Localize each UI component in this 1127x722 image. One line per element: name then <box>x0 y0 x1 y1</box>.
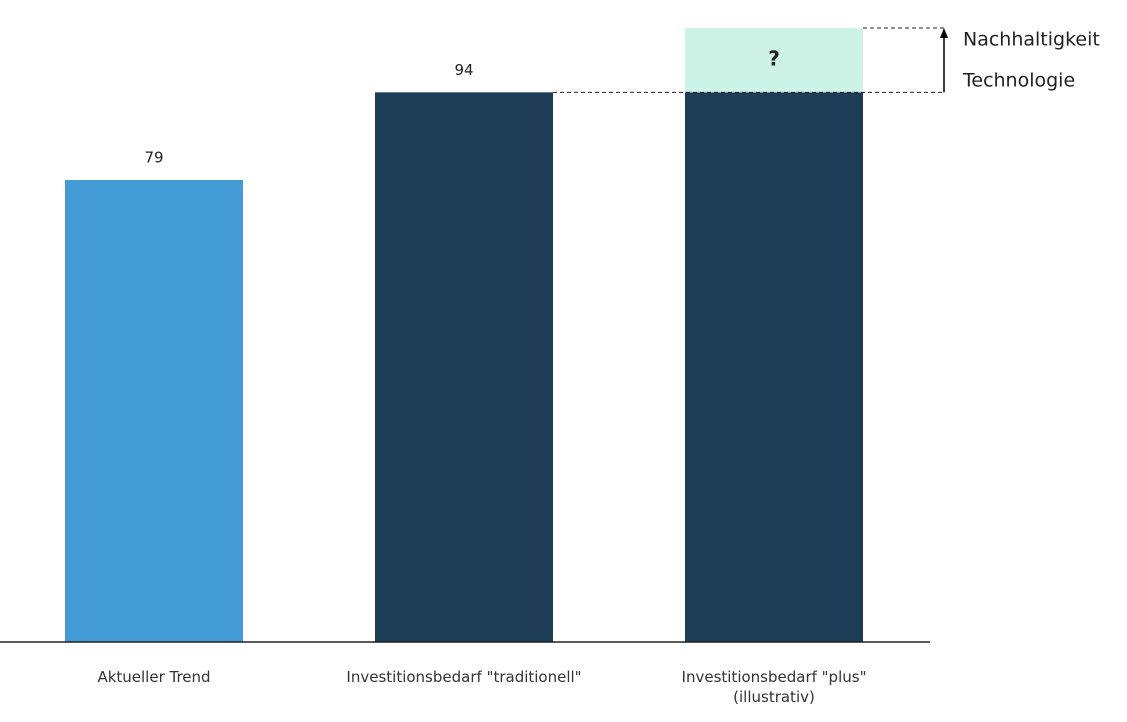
x-tick-label: Investitionsbedarf "plus" (illustrativ) <box>681 668 867 706</box>
value-label: 94 <box>454 61 473 79</box>
bar <box>685 28 863 93</box>
bar <box>65 180 243 643</box>
annotation: Nachhaltigkeit <box>963 29 1100 51</box>
bar <box>685 92 863 643</box>
value-label: 79 <box>144 149 163 167</box>
bar <box>375 92 553 643</box>
arrow-head <box>940 28 948 38</box>
x-tick-label: Aktueller Trend <box>97 668 211 686</box>
annotation: Technologie <box>962 70 1075 92</box>
x-tick-label: Investitionsbedarf "traditionell" <box>346 668 582 686</box>
value-label: ? <box>768 47 780 71</box>
